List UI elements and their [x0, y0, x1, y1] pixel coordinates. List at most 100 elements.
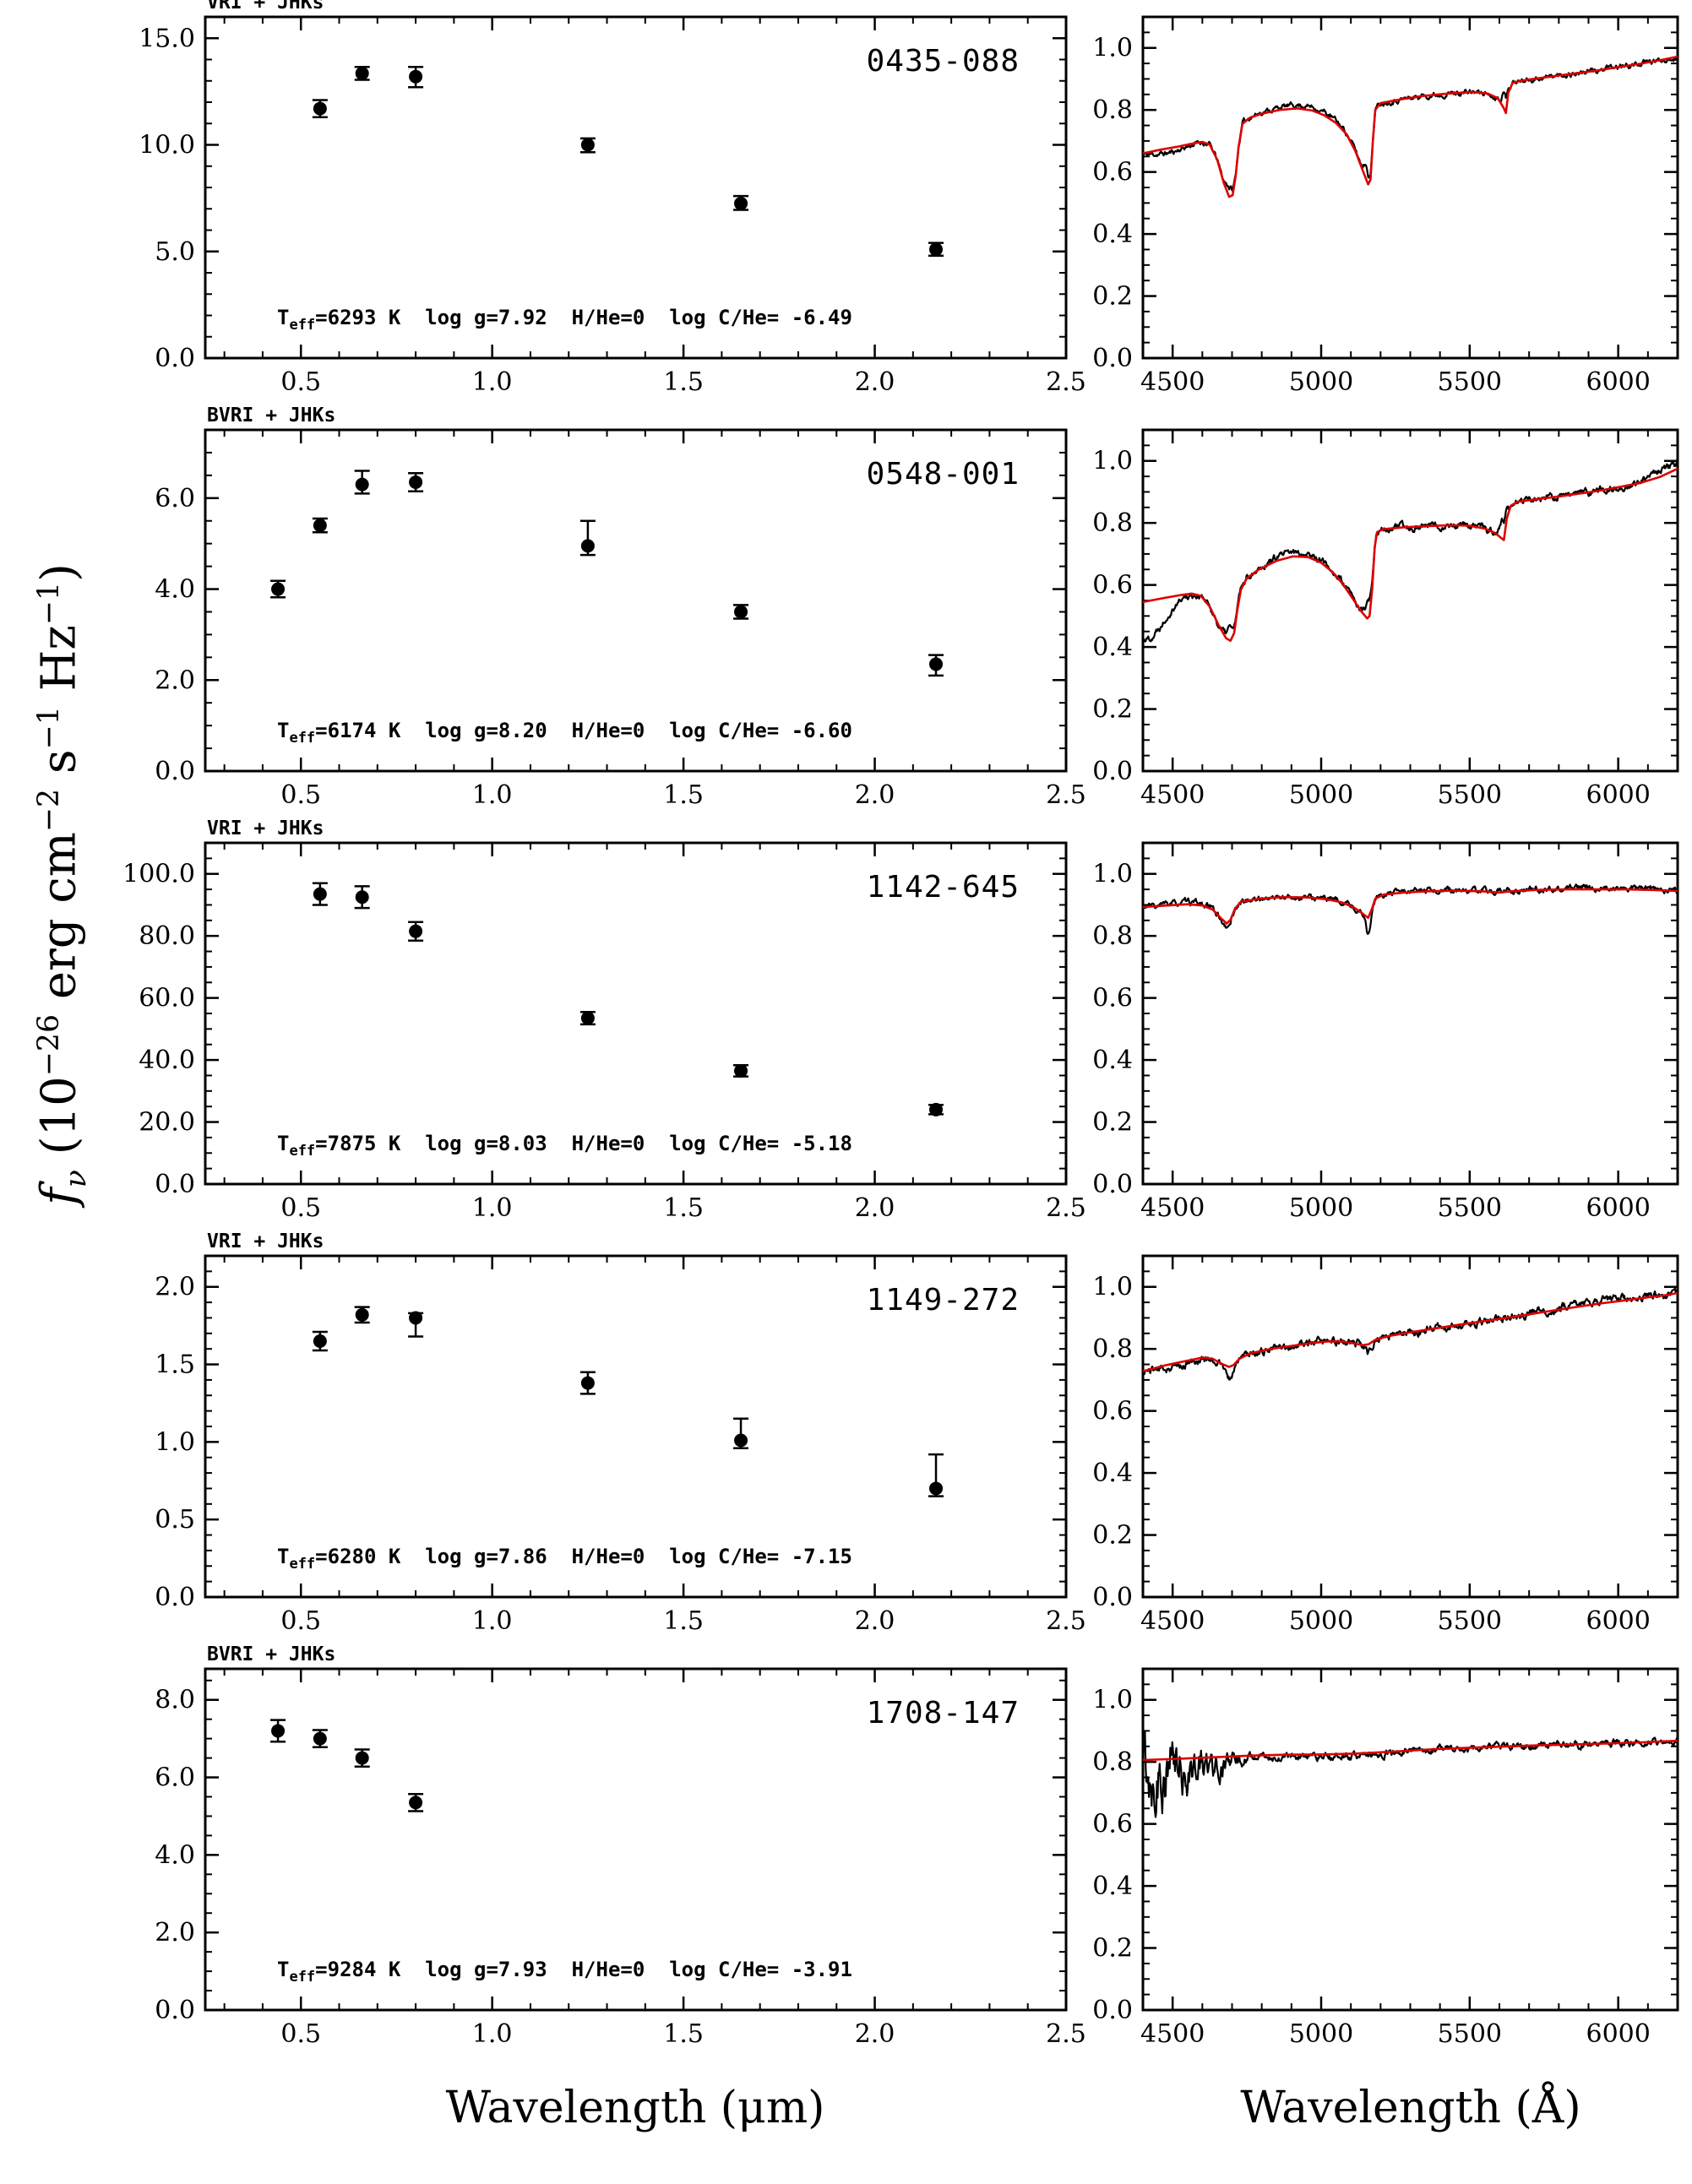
y-tick-label: 0.2 [1092, 1934, 1133, 1964]
data-point [355, 1751, 369, 1765]
y-axis-label: fν (10−26 erg cm−2 s−1 Hz−1) [19, 411, 93, 1357]
panel-frame [1141, 1667, 1679, 2012]
y-tick-label: 6.0 [155, 1763, 195, 1793]
data-point [734, 1063, 748, 1078]
data-point [313, 887, 327, 901]
fit-annotation: Teff=7875 K log g=8.03 H/He=0 log C/He= … [277, 1132, 852, 1160]
x-tick-label: 2.0 [855, 780, 895, 810]
y-tick-label: 0.6 [1092, 1397, 1133, 1426]
x-tick-label: 0.5 [280, 367, 321, 397]
data-point [734, 605, 748, 619]
y-tick-label: 1.0 [1092, 1686, 1133, 1715]
y-tick-label: 0.0 [1092, 344, 1133, 373]
x-tick-label: 5500 [1438, 367, 1502, 397]
y-tick-label: 8.0 [155, 1686, 195, 1715]
x-tick-label: 1.5 [663, 1193, 704, 1223]
spectrum-panel-1142-645: 4500 5000 5500 6000 0.0 0.2 0.4 0.6 0.8 1.0 [1092, 841, 1679, 1223]
y-axis-label-part: ) [31, 563, 87, 582]
photometry-label: BVRI + JHKs [207, 1643, 335, 1665]
x-tick-label: 1.5 [663, 780, 704, 810]
data-point [929, 657, 944, 671]
data-point [580, 1011, 595, 1025]
x-axis-label-wavelength-um: Wavelength (μm) [445, 2083, 825, 2133]
data-point [409, 1796, 423, 1810]
data-point [734, 1433, 748, 1448]
x-tick-label: 4500 [1140, 780, 1205, 810]
x-tick-label: 5000 [1289, 780, 1353, 810]
data-point [355, 1307, 369, 1322]
spectrum-panel-1149-272: 4500 5000 5500 6000 0.0 0.2 0.4 0.6 0.8 1.0 [1092, 1254, 1679, 1636]
y-tick-label: 0.0 [155, 1996, 195, 2025]
panel-frame [1141, 841, 1679, 1186]
y-axis-label-part: s [31, 749, 87, 789]
y-tick-label: 1.0 [155, 1427, 195, 1457]
x-tick-label: 2.5 [1046, 367, 1086, 397]
x-tick-label: 5000 [1289, 1606, 1353, 1636]
x-tick-label: 2.0 [855, 2019, 895, 2049]
x-tick-label: 6000 [1586, 1193, 1650, 1223]
x-tick-label: 2.0 [855, 1606, 895, 1636]
x-tick-label: 6000 [1586, 1606, 1650, 1636]
x-tick-label: 0.5 [280, 780, 321, 810]
y-tick-label: 1.0 [1092, 34, 1133, 63]
panel-frame [1141, 1254, 1679, 1599]
data-point [313, 1334, 327, 1348]
x-tick-label: 2.5 [1046, 1606, 1086, 1636]
x-tick-label: 1.0 [472, 1606, 513, 1636]
y-tick-label: 10.0 [139, 131, 195, 160]
x-tick-label: 0.5 [280, 2019, 321, 2049]
y-axis-label-part: erg cm [31, 832, 87, 1014]
y-tick-label: 0.4 [1092, 1459, 1133, 1488]
y-tick-label: 0.5 [155, 1505, 195, 1535]
y-tick-label: 15.0 [139, 24, 195, 53]
data-point [409, 69, 423, 84]
data-point [355, 66, 369, 80]
y-tick-label: 0.6 [1092, 158, 1133, 187]
x-tick-label: 5000 [1289, 2019, 1353, 2049]
panel-frame [204, 1667, 1068, 2012]
panel-title: 0435-088 [867, 44, 1020, 79]
y-tick-label: 100.0 [122, 860, 195, 889]
y-tick-label: 0.0 [1092, 1170, 1133, 1199]
model-spectrum [1142, 467, 1678, 642]
y-tick-label: 0.8 [1092, 921, 1133, 951]
x-tick-label: 2.0 [855, 1193, 895, 1223]
y-tick-label: 0.2 [1092, 282, 1133, 312]
spectrum-panel-0548-001: 4500 5000 5500 6000 0.0 0.2 0.4 0.6 0.8 1.0 [1092, 428, 1679, 810]
x-tick-label: 5500 [1438, 1193, 1502, 1223]
x-tick-label: 1.0 [472, 1193, 513, 1223]
model-spectrum [1142, 1291, 1678, 1372]
observed-spectrum [1141, 1287, 1679, 1381]
y-tick-label: 20.0 [139, 1108, 195, 1138]
x-tick-label: 1.0 [472, 780, 513, 810]
data-point [313, 101, 327, 116]
y-tick-label: 2.0 [155, 1918, 195, 1948]
y-tick-label: 0.8 [1092, 1334, 1133, 1364]
x-tick-label: 4500 [1140, 1606, 1205, 1636]
observed-spectrum [1141, 459, 1678, 643]
photometry-label: VRI + JHKs [207, 818, 324, 839]
y-tick-label: 0.0 [1092, 1996, 1133, 2025]
data-point [580, 539, 595, 553]
data-point [313, 519, 327, 533]
x-tick-label: 5500 [1438, 1606, 1502, 1636]
y-axis-label-part: −1 [32, 581, 66, 626]
x-tick-label: 2.5 [1046, 780, 1086, 810]
panel-frame [1141, 428, 1679, 773]
x-tick-label: 1.5 [663, 1606, 704, 1636]
x-tick-label: 5500 [1438, 780, 1502, 810]
y-tick-label: 0.4 [1092, 220, 1133, 249]
y-tick-label: 0.0 [155, 344, 195, 373]
y-tick-label: 80.0 [139, 921, 195, 951]
x-tick-label: 1.5 [663, 2019, 704, 2049]
x-tick-label: 5500 [1438, 2019, 1502, 2049]
data-point [580, 138, 595, 152]
y-tick-label: 1.5 [155, 1350, 195, 1380]
y-tick-label: 5.0 [155, 237, 195, 267]
spectrum-panel-0435-088: 4500 5000 5500 6000 0.0 0.2 0.4 0.6 0.8 1.0 [1092, 15, 1679, 397]
y-axis-label-part: ν [58, 1170, 93, 1188]
x-tick-label: 6000 [1586, 2019, 1650, 2049]
panel-title: 0548-001 [867, 457, 1020, 492]
photometry-label: VRI + JHKs [207, 1231, 324, 1252]
